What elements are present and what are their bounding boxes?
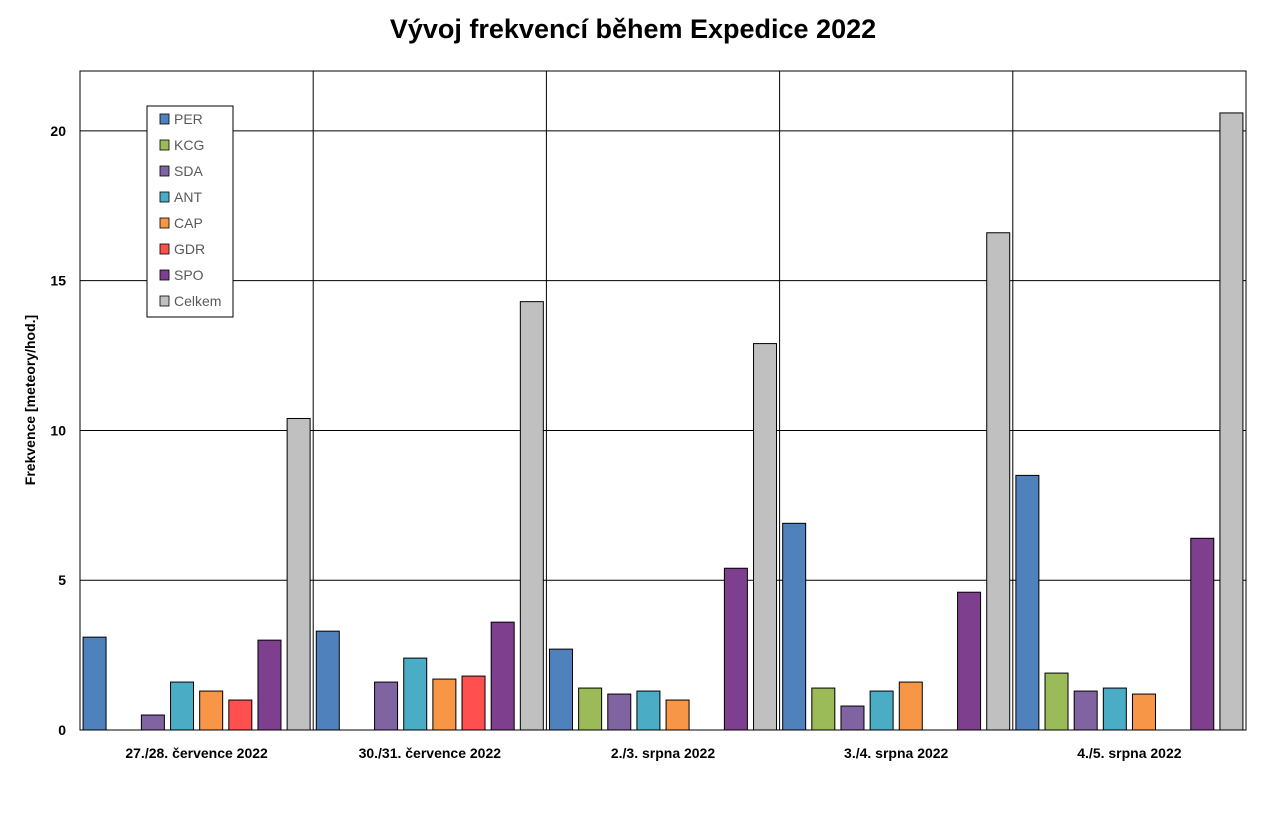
bar-per xyxy=(782,522,807,731)
bar-ant xyxy=(869,690,894,731)
legend-label: SDA xyxy=(174,163,203,179)
bar-spo xyxy=(257,639,282,731)
x-tick-label: 2./3. srpna 2022 xyxy=(611,745,716,761)
plot-frame xyxy=(79,70,1247,731)
bar-celkem xyxy=(519,301,544,731)
bar-spo xyxy=(957,591,982,731)
x-tick-label: 27./28. července 2022 xyxy=(125,745,268,761)
bar-sda xyxy=(140,714,165,731)
legend-swatch-cap xyxy=(159,217,170,229)
bar-per xyxy=(315,630,340,731)
legend-label: CAP xyxy=(174,215,203,231)
x-tick-label: 30./31. července 2022 xyxy=(359,745,502,761)
legend-swatch-spo xyxy=(159,269,170,281)
bar-ant xyxy=(403,657,428,731)
legend-label: ANT xyxy=(174,189,202,205)
bar-spo xyxy=(723,567,748,731)
grid-lines xyxy=(80,71,1246,731)
bar-celkem xyxy=(1219,112,1244,731)
bar-per xyxy=(548,648,573,731)
legend-label: PER xyxy=(174,111,203,127)
legend-swatch-kcg xyxy=(159,139,170,151)
legend-swatch-per xyxy=(159,113,170,125)
legend: PER KCG SDA ANT CAP GDR SPO Celkem xyxy=(146,105,234,318)
legend-swatch-ant xyxy=(159,191,170,203)
legend-label: SPO xyxy=(174,267,204,283)
legend-swatch-gdr xyxy=(159,243,170,255)
legend-swatch-sda xyxy=(159,165,170,177)
bar-per xyxy=(82,636,107,731)
y-tick-label: 0 xyxy=(58,722,66,738)
bar-gdr xyxy=(228,699,253,731)
chart-title: Vývoj frekvencí během Expedice 2022 xyxy=(389,14,877,44)
bar-spo xyxy=(1190,537,1215,731)
bars xyxy=(82,112,1244,731)
bar-kcg xyxy=(1044,672,1069,731)
bar-celkem xyxy=(286,417,311,731)
bar-ant xyxy=(1102,687,1127,731)
bar-sda xyxy=(840,705,865,731)
bar-sda xyxy=(607,693,632,731)
bar-ant xyxy=(636,690,661,731)
y-tick-label: 5 xyxy=(58,572,66,588)
axes: 0 5 10 15 20 27./28. července 2022 30./31. čer… xyxy=(50,70,1247,761)
bar-kcg xyxy=(811,687,836,731)
bar-sda xyxy=(1073,690,1098,731)
legend-label: GDR xyxy=(174,241,205,257)
bar-cap xyxy=(665,699,690,731)
bar-cap xyxy=(199,690,224,731)
bar-celkem xyxy=(753,343,778,731)
bar-cap xyxy=(898,681,923,731)
legend-label: KCG xyxy=(174,137,204,153)
y-tick-label: 20 xyxy=(50,123,66,139)
bar-celkem xyxy=(986,232,1011,731)
bar-gdr xyxy=(461,675,486,731)
y-axis-label: Frekvence [meteory/hod.] xyxy=(22,315,38,485)
x-tick-label: 3./4. srpna 2022 xyxy=(844,745,949,761)
bar-sda xyxy=(374,681,399,731)
bar-kcg xyxy=(578,687,603,731)
x-tick-label: 4./5. srpna 2022 xyxy=(1077,745,1182,761)
bar-ant xyxy=(170,681,195,731)
bar-cap xyxy=(1131,693,1156,731)
legend-label: Celkem xyxy=(174,293,221,309)
bar-per xyxy=(1015,474,1040,731)
legend-swatch-celkem xyxy=(159,295,170,307)
bar-cap xyxy=(432,678,457,731)
y-tick-label: 10 xyxy=(50,422,66,438)
y-tick-label: 15 xyxy=(50,273,66,289)
bar-spo xyxy=(490,621,515,731)
